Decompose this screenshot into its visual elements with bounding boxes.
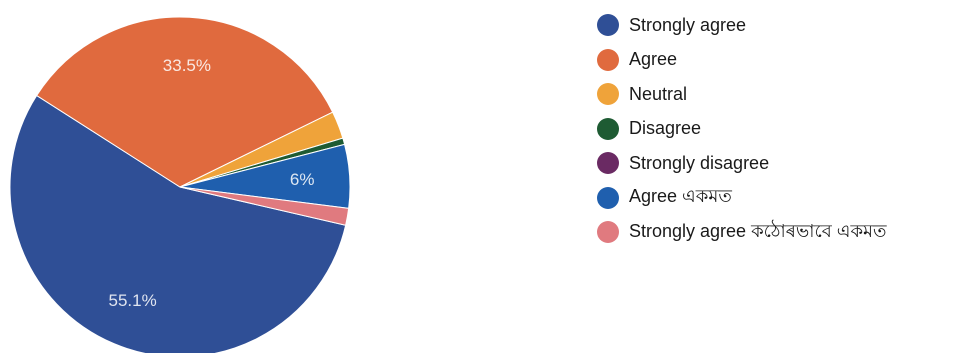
legend-item: Strongly agree	[597, 8, 887, 43]
pie-slice-strongly-agree	[179, 186, 350, 226]
legend-swatch	[597, 117, 619, 140]
legend-item: Neutral	[597, 77, 887, 112]
legend-item: Strongly disagree	[597, 146, 887, 181]
legend-swatch	[597, 186, 619, 209]
legend-label: Strongly agree কঠোৰভাবে একমত	[629, 220, 887, 241]
pie-slice-agree	[36, 16, 334, 188]
legend-label: Strongly agree	[629, 14, 747, 35]
legend-item: Disagree	[597, 112, 887, 147]
legend-swatch	[597, 83, 619, 106]
pie-slice-strongly-agree	[9, 94, 347, 353]
slice-value-label: 33.5%	[163, 56, 211, 75]
legend-swatch	[597, 48, 619, 71]
legend-label: Strongly disagree	[629, 152, 770, 173]
chart-legend: Strongly agree Agree Neutral Disagree Strong…	[597, 8, 887, 250]
legend-label: Disagree	[629, 118, 702, 139]
legend-swatch	[597, 152, 619, 175]
legend-item: Agree একমত	[597, 181, 887, 216]
legend-item: Strongly agree কঠোৰভাবে একমত	[597, 215, 887, 250]
slice-value-label: 6%	[290, 170, 315, 189]
slice-value-label: 55.1%	[108, 291, 156, 310]
legend-label: Agree	[629, 49, 678, 70]
legend-label: Neutral	[629, 83, 688, 104]
legend-item: Agree	[597, 43, 887, 78]
legend-swatch	[597, 14, 619, 37]
legend-label: Agree একমত	[629, 186, 732, 207]
legend-swatch	[597, 221, 619, 244]
pie-slices	[9, 16, 351, 353]
pie-slice-labels: 55.1% 33.5% 6%	[108, 56, 314, 310]
